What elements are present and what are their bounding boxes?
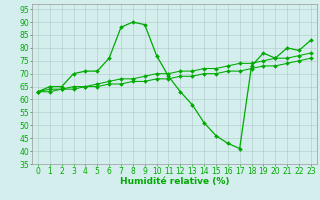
X-axis label: Humidité relative (%): Humidité relative (%): [120, 177, 229, 186]
